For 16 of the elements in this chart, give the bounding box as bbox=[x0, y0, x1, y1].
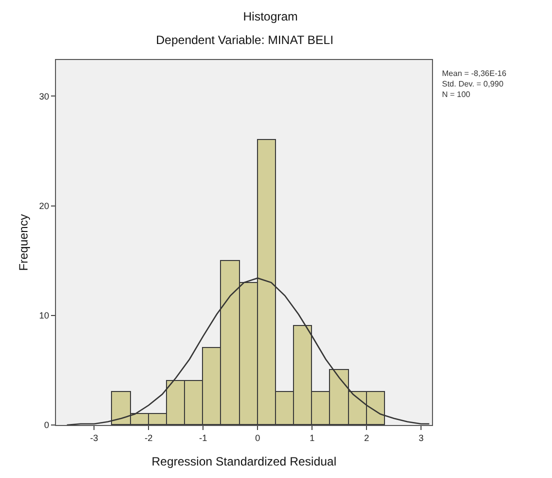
x-tick-label: -2 bbox=[144, 432, 153, 443]
x-tick-label: 2 bbox=[364, 432, 370, 443]
chart-subtitle: Dependent Variable: MINAT BELI bbox=[156, 33, 334, 47]
y-tick-label: 0 bbox=[44, 420, 50, 430]
y-axis-title: Frequency bbox=[16, 214, 30, 271]
y-tick-label: 30 bbox=[39, 91, 50, 102]
x-tick-label: 0 bbox=[255, 432, 260, 443]
x-tick-label: 3 bbox=[418, 432, 424, 443]
x-axis-title: Regression Standardized Residual bbox=[152, 454, 336, 469]
text: Mean = -8,36E-16 Std. Dev. = 0,990 N = 100 bbox=[442, 69, 507, 99]
x-tick-label: -1 bbox=[199, 432, 208, 443]
x-tick-label: 1 bbox=[310, 432, 315, 443]
chart-title: Histogram bbox=[243, 9, 298, 24]
y-tick-label: 20 bbox=[39, 200, 50, 211]
y-tick-label: 10 bbox=[39, 310, 50, 321]
x-tick-label: -3 bbox=[90, 432, 98, 443]
